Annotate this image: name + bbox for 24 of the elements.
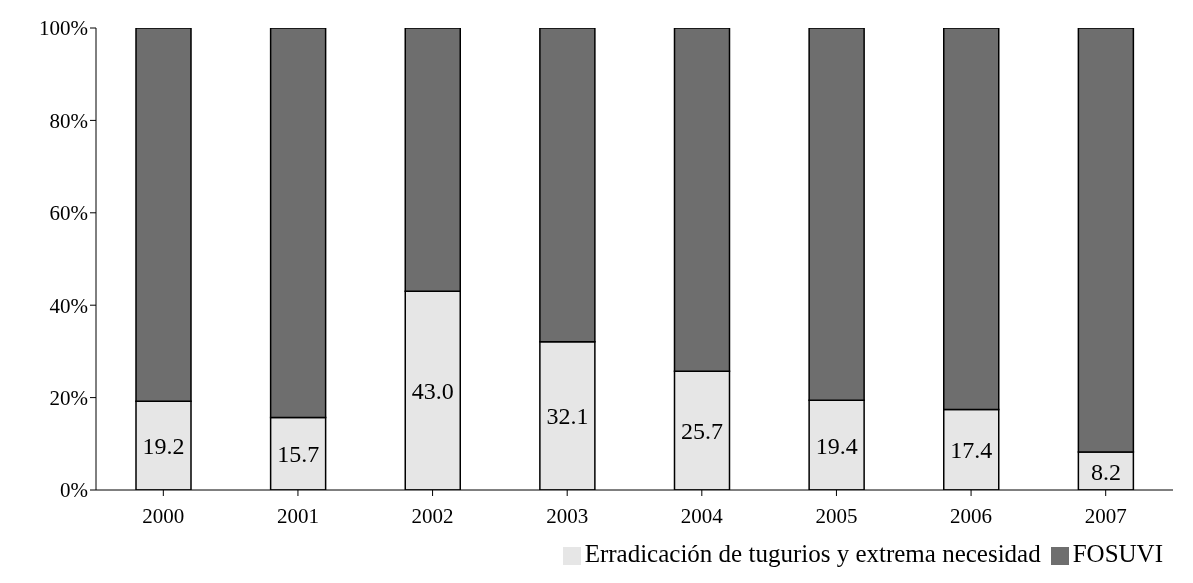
data-label: 17.4 — [950, 437, 993, 464]
data-label: 15.7 — [277, 441, 320, 468]
x-tick-label: 2000 — [142, 503, 185, 528]
legend-label: Erradicación de tugurios y extrema necesidad — [584, 540, 1041, 567]
y-tick-label: 80% — [49, 108, 88, 133]
x-tick-label: 2006 — [950, 503, 993, 528]
x-tick-label: 2003 — [546, 503, 589, 528]
y-tick-label: 20% — [49, 386, 88, 411]
data-label: 43.0 — [411, 378, 454, 405]
data-label: 32.1 — [546, 403, 589, 430]
x-tick-label: 2002 — [411, 503, 454, 528]
x-tick-label: 2005 — [815, 503, 858, 528]
x-tick-label: 2001 — [276, 503, 319, 528]
data-label: 25.7 — [681, 418, 723, 445]
y-tick-label: 60% — [49, 201, 88, 226]
data-label: 19.4 — [815, 432, 858, 459]
y-tick-label: 0% — [60, 478, 88, 503]
x-tick-label: 2007 — [1084, 503, 1127, 528]
y-tick-label: 100% — [39, 16, 88, 41]
legend-label: FOSUVI — [1072, 540, 1163, 567]
data-label: 8.2 — [1090, 458, 1121, 485]
y-tick-label: 40% — [49, 293, 88, 318]
data-label: 19.2 — [142, 433, 185, 460]
x-tick-label: 2004 — [680, 503, 724, 528]
